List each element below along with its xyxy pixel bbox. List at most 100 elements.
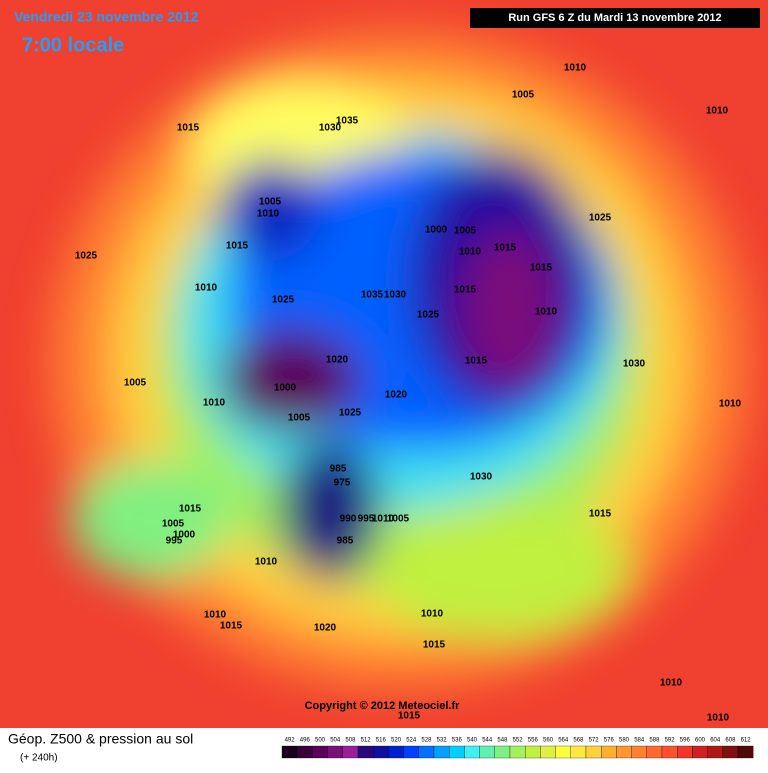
pressure-label: 1025 bbox=[339, 408, 362, 419]
scale-label: 508 bbox=[345, 738, 356, 744]
pressure-label: 975 bbox=[334, 478, 351, 489]
scale-label: 548 bbox=[497, 738, 508, 744]
scale-swatch bbox=[479, 745, 495, 759]
pressure-label: 1010 bbox=[660, 678, 683, 689]
scale-label: 492 bbox=[285, 738, 296, 744]
pressure-label: 1015 bbox=[465, 356, 488, 367]
scale-label: 596 bbox=[680, 738, 691, 744]
pressure-label: 1015 bbox=[220, 621, 243, 632]
pressure-label: 1010 bbox=[203, 398, 226, 409]
scale-swatch bbox=[677, 745, 693, 759]
pressure-label: 1010 bbox=[564, 63, 587, 74]
pressure-label: 1015 bbox=[494, 243, 517, 254]
scale-swatch bbox=[312, 745, 328, 759]
scale-swatch bbox=[616, 745, 632, 759]
pressure-label: 1015 bbox=[423, 640, 446, 651]
scale-swatch bbox=[373, 745, 389, 759]
scale-swatch bbox=[464, 745, 480, 759]
pressure-label: 1010 bbox=[255, 557, 278, 568]
scale-swatch bbox=[281, 745, 298, 759]
pressure-label: 1030 bbox=[384, 290, 407, 301]
scale-label: 604 bbox=[710, 738, 721, 744]
pressure-label: 1010 bbox=[706, 106, 729, 117]
scale-label: 600 bbox=[695, 738, 706, 744]
scale-label: 560 bbox=[543, 738, 554, 744]
scale-swatch bbox=[631, 745, 647, 759]
pressure-label: 1005 bbox=[162, 519, 185, 530]
color-scale: 492 496 500 504 508 512 516 520 524 528 532 536 540 5… bbox=[281, 738, 754, 759]
scale-label: 556 bbox=[528, 738, 539, 744]
pressure-label: 1020 bbox=[326, 355, 349, 366]
pressure-label: 1030 bbox=[319, 123, 342, 134]
scale-label: 532 bbox=[437, 738, 448, 744]
pressure-label: 1010 bbox=[195, 283, 218, 294]
pressure-label: 1010 bbox=[204, 610, 227, 621]
pressure-label: 1025 bbox=[272, 295, 295, 306]
scale-swatch bbox=[707, 745, 723, 759]
pressure-label: 1035 bbox=[361, 290, 384, 301]
scale-swatch bbox=[403, 745, 419, 759]
pressure-label: 985 bbox=[330, 464, 347, 475]
run-box bbox=[470, 8, 760, 28]
pressure-label: 995 bbox=[358, 514, 375, 525]
scale-label: 512 bbox=[361, 738, 372, 744]
pressure-label: 1005 bbox=[288, 413, 311, 424]
pressure-label: 995 bbox=[166, 536, 183, 547]
pressure-label: 1020 bbox=[385, 390, 408, 401]
scale-label: 592 bbox=[665, 738, 676, 744]
scale-label: 608 bbox=[725, 738, 736, 744]
pressure-label: 1025 bbox=[589, 213, 612, 224]
scale-swatch bbox=[722, 745, 739, 759]
scale-swatch bbox=[555, 745, 571, 759]
scale-label: 612 bbox=[741, 738, 752, 744]
pressure-label: 1015 bbox=[454, 285, 477, 296]
pressure-label: 1015 bbox=[226, 241, 249, 252]
scale-swatch bbox=[449, 745, 465, 759]
pressure-label: 1030 bbox=[470, 472, 493, 483]
scale-label: 584 bbox=[634, 738, 645, 744]
pressure-label: 1010 bbox=[372, 514, 395, 525]
pressure-label: 1000 bbox=[274, 383, 297, 394]
scale-swatch bbox=[433, 745, 450, 759]
pressure-label: 1010 bbox=[257, 209, 280, 220]
scale-label: 544 bbox=[482, 738, 493, 744]
scale-label: 576 bbox=[604, 738, 615, 744]
scale-swatch bbox=[327, 745, 343, 759]
scale-label: 564 bbox=[558, 738, 569, 744]
scale-swatch bbox=[601, 745, 617, 759]
pressure-label: 1010 bbox=[535, 307, 558, 318]
scale-swatch bbox=[585, 745, 602, 759]
scale-swatch bbox=[418, 745, 435, 759]
run-info: Run GFS 6 Z du Mardi 13 novembre 2012 bbox=[508, 12, 721, 24]
scale-swatch bbox=[661, 745, 678, 759]
pressure-label: 1015 bbox=[589, 509, 612, 520]
scale-swatch bbox=[540, 745, 556, 759]
scale-swatch bbox=[646, 745, 663, 759]
pressure-label: 1010 bbox=[459, 247, 482, 258]
scale-label: 572 bbox=[589, 738, 600, 744]
pressure-label: 1010 bbox=[421, 609, 444, 620]
pressure-label: 1035 bbox=[336, 116, 359, 127]
scale-label: 540 bbox=[467, 738, 478, 744]
scale-label: 588 bbox=[649, 738, 660, 744]
pressure-label: 985 bbox=[337, 536, 354, 547]
pressure-label: 1010 bbox=[719, 399, 742, 410]
pressure-label: 1005 bbox=[259, 197, 282, 208]
scale-label: 496 bbox=[300, 738, 311, 744]
forecast-date: Vendredi 23 novembre 2012 bbox=[14, 9, 199, 25]
scale-label: 580 bbox=[619, 738, 630, 744]
scale-swatch bbox=[692, 745, 708, 759]
scale-swatch bbox=[297, 745, 313, 759]
pressure-label: 990 bbox=[340, 514, 357, 525]
scale-label: 520 bbox=[391, 738, 402, 744]
scale-swatch bbox=[570, 745, 587, 759]
scale-label: 568 bbox=[573, 738, 584, 744]
scale-swatch bbox=[342, 745, 359, 759]
pressure-label: 1025 bbox=[75, 251, 98, 262]
pressure-label: 1015 bbox=[398, 711, 421, 722]
pressure-label: 1015 bbox=[177, 123, 200, 134]
scale-swatch bbox=[525, 745, 541, 759]
pressure-label: 1030 bbox=[623, 359, 646, 370]
copyright: Copyright © 2012 Meteociel.fr bbox=[305, 700, 461, 712]
pressure-label: 1000 bbox=[425, 225, 448, 236]
